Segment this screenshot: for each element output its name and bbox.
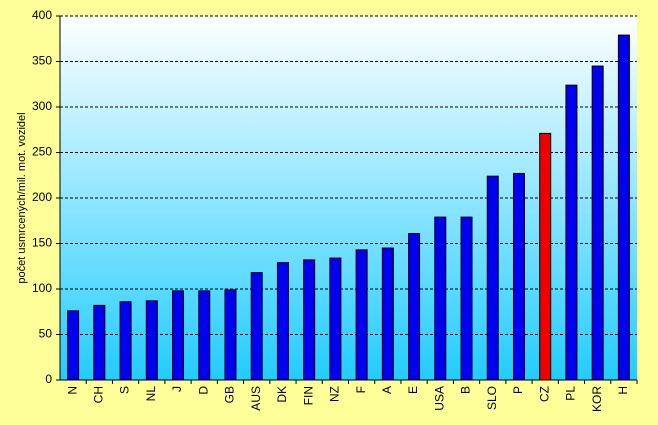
- x-tick-label: GB: [223, 386, 237, 403]
- bar: [617, 34, 630, 381]
- bar: [93, 304, 106, 381]
- x-tick-label: KOR: [590, 386, 604, 412]
- bar: [224, 289, 237, 381]
- bar: [67, 310, 80, 381]
- bar: [145, 300, 158, 381]
- x-tick-label: F: [354, 386, 368, 393]
- y-tick-label: 350: [32, 54, 52, 68]
- y-tick-label: 200: [32, 190, 52, 204]
- x-tick-label: PL: [564, 386, 578, 401]
- bar: [119, 301, 132, 381]
- x-tick-label: NZ: [328, 386, 342, 402]
- bar: [303, 259, 316, 381]
- x-tick-label: AUS: [249, 386, 263, 411]
- y-tick-label: 50: [39, 327, 53, 341]
- y-tick-label: 0: [45, 372, 52, 386]
- x-tick-label: P: [511, 386, 525, 394]
- x-tick-label: FIN: [301, 386, 315, 405]
- x-tick-label: H: [616, 386, 630, 395]
- bar: [486, 175, 499, 381]
- bar: [329, 257, 342, 381]
- x-tick-label: S: [118, 386, 132, 394]
- bar: [250, 272, 263, 381]
- bar: [355, 249, 368, 381]
- bar: [565, 84, 578, 381]
- x-tick-label: J: [170, 386, 184, 392]
- x-tick-label: USA: [432, 386, 446, 411]
- x-tick-label: CZ: [537, 386, 551, 402]
- x-tick-label: A: [380, 386, 394, 394]
- y-axis-label: počet usmrcených/mil. mot. vozidel: [16, 112, 28, 283]
- x-tick-label: E: [406, 386, 420, 394]
- bar: [460, 216, 473, 381]
- x-tick-label: B: [459, 386, 473, 394]
- y-tick-label: 400: [32, 8, 52, 22]
- bar: [276, 262, 289, 381]
- x-tick-label: CH: [92, 386, 106, 403]
- x-tick-label: N: [65, 386, 79, 395]
- y-tick-label: 300: [32, 99, 52, 113]
- bar: [408, 232, 421, 381]
- bar: [381, 247, 394, 381]
- y-tick-label: 100: [32, 281, 52, 295]
- x-tick-label: NL: [144, 386, 158, 402]
- bar: [172, 290, 185, 381]
- x-tick-label: DK: [275, 386, 289, 403]
- bar: [591, 65, 604, 381]
- x-tick-label: SLO: [485, 386, 499, 410]
- y-tick-label: 250: [32, 145, 52, 159]
- bar: [512, 172, 525, 381]
- bar: [434, 216, 447, 381]
- bar: [198, 290, 211, 381]
- bar: [539, 132, 552, 381]
- x-tick-label: D: [196, 386, 210, 395]
- y-tick-label: 150: [32, 236, 52, 250]
